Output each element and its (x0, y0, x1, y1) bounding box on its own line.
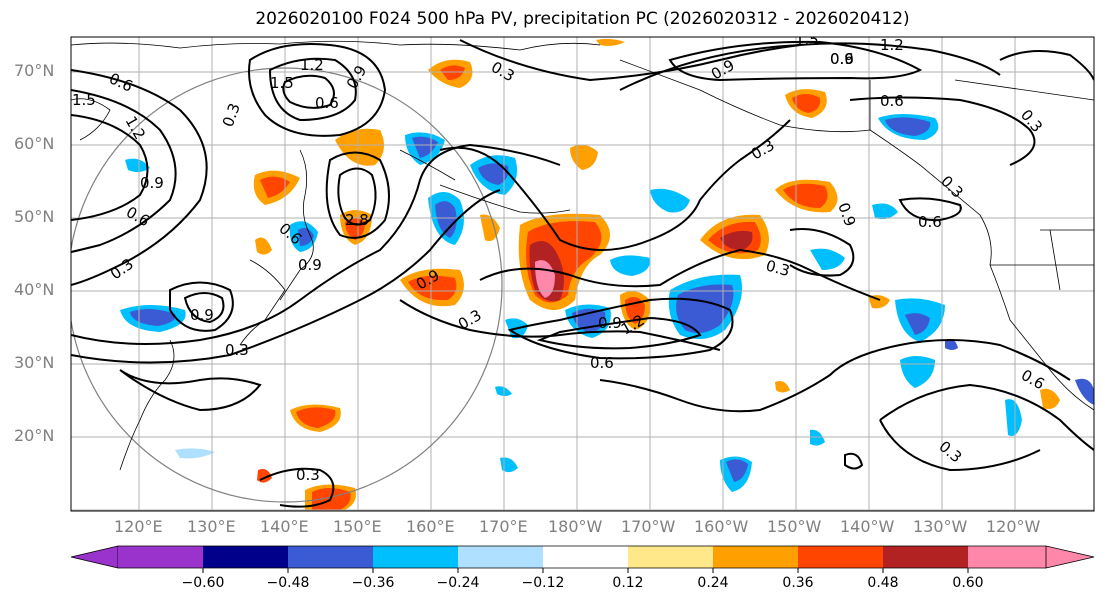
contour-label: 0.3 (225, 341, 249, 359)
colorbar-segment (288, 546, 373, 568)
map-title: 2026020100 F024 500 hPa PV, precipitatio… (255, 9, 910, 29)
contour-label: 1.5 (72, 91, 96, 109)
contour-label: 1.2 (300, 56, 324, 74)
contour-label: 0.3 (219, 101, 244, 130)
lon-label: 170°E (479, 517, 528, 536)
contour-label: 0.6 (106, 69, 135, 95)
contour-label: 2.8 (345, 211, 369, 229)
contour-label: 0.6 (590, 354, 614, 372)
map-frame (70, 36, 1095, 512)
lon-label: 140°W (840, 517, 895, 536)
lon-label: 130°W (913, 517, 968, 536)
colorbar-segment (203, 546, 288, 568)
colorbar-max-arrow (1045, 545, 1095, 569)
lon-label: 140°E (260, 517, 309, 536)
contour-label: 0.9 (598, 314, 622, 332)
colorbar-segment (968, 546, 1046, 568)
colorbar-segment (713, 546, 798, 568)
contour-label: 0.9 (190, 306, 214, 324)
lon-label: 160°W (694, 517, 749, 536)
colorbar-segment (458, 546, 543, 568)
colorbar-tick-label: 0.12 (612, 575, 644, 591)
colorbar-tick-label: 0.36 (782, 575, 814, 591)
contour-label: 0.3 (455, 306, 485, 334)
lon-label: 180°W (548, 517, 603, 536)
contour-label: 0.9 (830, 50, 854, 68)
lon-label: 120°E (114, 517, 163, 536)
colorbar-segment (798, 546, 883, 568)
colorbar-segment (118, 546, 203, 568)
contour-label: 0.6 (918, 213, 942, 231)
lat-label: 50°N (14, 207, 55, 226)
reference-circle (71, 67, 503, 503)
colorbar-tick-label: −0.48 (266, 575, 310, 591)
contour-label: 0.6 (880, 92, 904, 110)
lon-label: 120°W (986, 517, 1041, 536)
colorbar-tick-label: −0.12 (521, 575, 565, 591)
lon-label: 150°W (767, 517, 822, 536)
colorbar-segment (373, 546, 458, 568)
contour-label: 0.9 (140, 174, 164, 192)
lat-label: 20°N (14, 426, 55, 445)
contour-label: 0.6 (123, 203, 153, 231)
colorbar-tick-label: −0.60 (181, 575, 225, 591)
colorbar-segment (628, 546, 713, 568)
colorbar-tick-label: 0.60 (952, 575, 984, 591)
contour-label: 0.3 (296, 466, 320, 484)
lon-label: 150°E (333, 517, 382, 536)
colorbar (70, 545, 1095, 573)
colorbar-tick-label: −0.24 (436, 575, 480, 591)
contour-label: 0.6 (830, 50, 854, 68)
contour-label: 0.9 (343, 62, 371, 92)
contour-label: 0.3 (748, 136, 778, 164)
contour-label: 0.9 (834, 200, 859, 229)
contour-label: 1.2 (880, 36, 904, 54)
contour-label: 0.3 (764, 256, 792, 280)
lat-label: 70°N (14, 61, 55, 80)
lat-label: 30°N (14, 353, 55, 372)
contour-label: 0.6 (315, 94, 339, 112)
contour-label: 1.5 (795, 31, 819, 49)
coastlines (71, 40, 1094, 471)
lon-label: 170°W (621, 517, 676, 536)
colorbar-segment (883, 546, 968, 568)
lon-label: 130°E (187, 517, 236, 536)
colorbar-segment (543, 546, 628, 568)
colorbar-min-arrow (70, 545, 119, 569)
contour-label: 1.5 (270, 74, 294, 92)
colorbar-tick-label: −0.36 (351, 575, 395, 591)
contour-label: 0.3 (935, 437, 965, 466)
contour-label: 0.9 (298, 256, 322, 274)
colorbar-tick-label: 0.48 (867, 575, 899, 591)
lon-label: 160°E (406, 517, 455, 536)
colorbar-tick-label: 0.24 (697, 575, 729, 591)
pv-contours (71, 39, 1094, 508)
contour-label: 0.3 (1017, 106, 1046, 136)
lat-label: 40°N (14, 280, 55, 299)
lat-label: 60°N (14, 134, 55, 153)
